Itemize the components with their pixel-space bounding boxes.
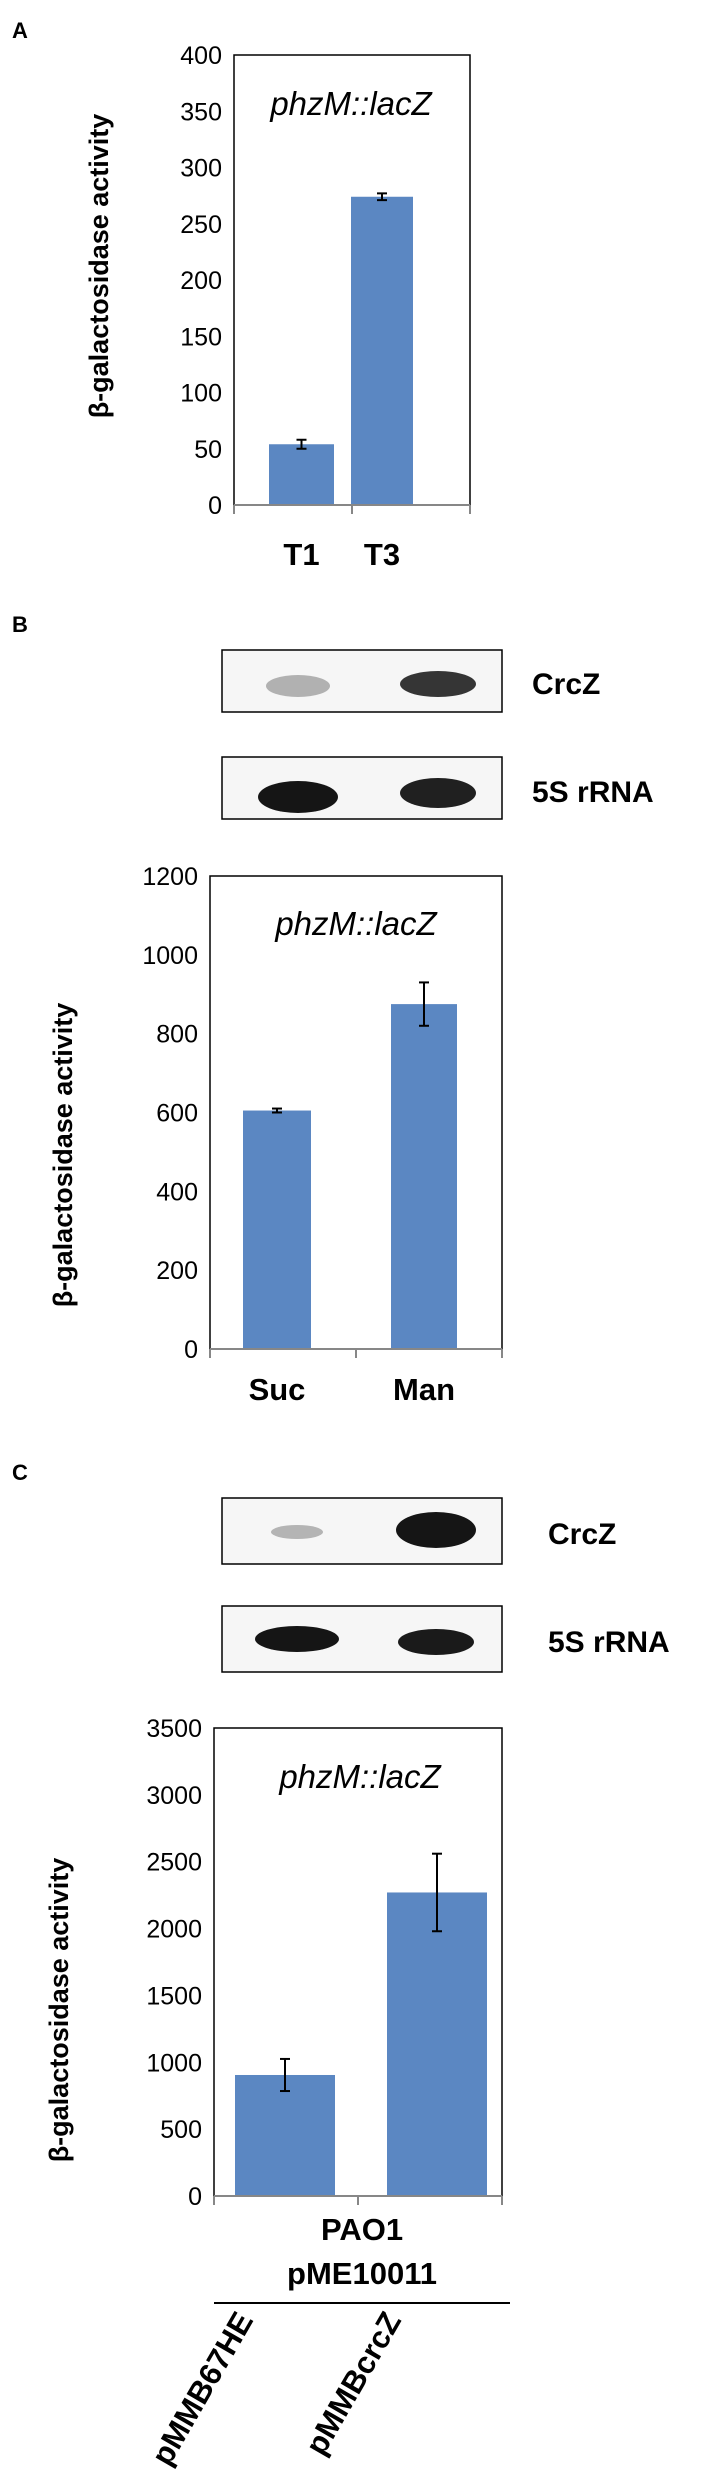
- y-tick-label: 150: [180, 323, 222, 351]
- blot-band-5s-pmmbcrcz: [398, 1629, 474, 1655]
- y-tick-labels: 0 50 100 150 200 250 300 350 400: [180, 42, 222, 520]
- y-tick-label: 2500: [146, 1849, 202, 1877]
- y-tick-label: 500: [160, 2116, 202, 2144]
- error-bar: [419, 981, 429, 1027]
- blot-band-suc: [266, 675, 330, 697]
- y-tick-label: 1000: [142, 942, 198, 970]
- y-tick-label: 300: [180, 155, 222, 183]
- y-tick-label: 2000: [146, 1916, 202, 1944]
- blot-band-pmmbcrcz: [396, 1512, 476, 1548]
- y-tick-label: 0: [208, 492, 222, 520]
- error-bar: [296, 438, 307, 450]
- y-tick-label: 50: [194, 436, 222, 464]
- construct-annotation: phzM::lacZ: [269, 85, 433, 122]
- figure-panel-b: B CrcZ 5S rRNA β-galactosidase activity …: [12, 612, 654, 1407]
- rotated-label-pmmb67he: pMMB67HE: [144, 2306, 260, 2471]
- y-tick-label: 1200: [142, 863, 198, 891]
- y-tick-label: 0: [184, 1336, 198, 1364]
- panel-letter-c: C: [12, 1460, 28, 1485]
- bars-group: [269, 196, 413, 505]
- blot-band-pmmb67he: [271, 1525, 323, 1539]
- blot-label-5s-rrna: 5S rRNA: [532, 776, 654, 809]
- bar-t3: [351, 196, 413, 505]
- y-tick-labels: 0 200 400 600 800 1000 1200: [142, 863, 198, 1364]
- y-axis-label: β-galactosidase activity: [44, 1858, 74, 2163]
- y-tick-label: 400: [156, 1178, 198, 1206]
- y-tick-label: 400: [180, 42, 222, 70]
- bars-group: [235, 1892, 487, 2196]
- y-tick-label: 350: [180, 98, 222, 126]
- strain-label: PAO1: [321, 2212, 403, 2247]
- x-axis: [233, 504, 471, 514]
- category-label: T3: [364, 537, 400, 572]
- category-labels: Suc Man: [249, 1372, 455, 1407]
- blot-label-crcz: CrcZ: [548, 1518, 616, 1551]
- bar-suc: [243, 1110, 311, 1349]
- bar-t1: [269, 444, 334, 505]
- y-tick-label: 3000: [146, 1782, 202, 1810]
- error-bar: [432, 1852, 442, 1933]
- y-axis-label: β-galactosidase activity: [84, 114, 114, 419]
- y-tick-label: 200: [180, 267, 222, 295]
- bars-group: [243, 1004, 457, 1349]
- error-bar: [272, 1107, 282, 1114]
- y-tick-label: 100: [180, 380, 222, 408]
- figure-panel-c: C CrcZ 5S rRNA β-galactosidase activity …: [12, 1460, 670, 2471]
- error-bars-group: [296, 192, 387, 450]
- panel-letter-a: A: [12, 18, 28, 43]
- blot-band-5s-man: [400, 778, 476, 808]
- category-label: T1: [283, 537, 319, 572]
- category-labels: T1 T3: [283, 537, 400, 572]
- x-axis: [213, 2195, 503, 2205]
- category-label: Man: [393, 1372, 455, 1407]
- error-bar: [377, 192, 387, 202]
- y-tick-label: 1500: [146, 1982, 202, 2010]
- blot-band-5s-suc: [258, 781, 338, 813]
- bar-pmmbcrcz: [387, 1892, 487, 2196]
- bar-man: [391, 1004, 457, 1349]
- y-tick-label: 200: [156, 1257, 198, 1285]
- y-tick-label: 0: [188, 2183, 202, 2211]
- rotated-label-pmmbcrcz: pMMBcrcZ: [299, 2306, 409, 2461]
- blot-band-man: [400, 671, 476, 697]
- blot-label-crcz: CrcZ: [532, 668, 600, 701]
- error-bars-group: [280, 1852, 442, 2093]
- error-bar: [280, 2057, 290, 2093]
- figure-panel-a: A β-galactosidase activity 0 50 100 150 200 2…: [12, 18, 471, 572]
- category-label: Suc: [249, 1372, 306, 1407]
- panel-letter-b: B: [12, 612, 28, 637]
- y-tick-label: 600: [156, 1100, 198, 1128]
- y-tick-label: 3500: [146, 1715, 202, 1743]
- y-tick-label: 1000: [146, 2049, 202, 2077]
- x-axis: [209, 1348, 503, 1358]
- y-tick-labels: 0 500 1000 1500 2000 2500 3000 3500: [146, 1715, 202, 2211]
- y-axis-label: β-galactosidase activity: [48, 1003, 78, 1308]
- y-tick-label: 250: [180, 211, 222, 239]
- y-tick-label: 800: [156, 1021, 198, 1049]
- blot-label-5s-rrna: 5S rRNA: [548, 1626, 670, 1659]
- blot-band-5s-pmmb67he: [255, 1626, 339, 1652]
- error-bars-group: [272, 981, 429, 1114]
- construct-annotation: phzM::lacZ: [278, 1758, 442, 1795]
- plasmid-group-label: pME10011: [287, 2256, 437, 2291]
- bar-pmmb67he: [235, 2074, 335, 2196]
- construct-annotation: phzM::lacZ: [274, 905, 438, 942]
